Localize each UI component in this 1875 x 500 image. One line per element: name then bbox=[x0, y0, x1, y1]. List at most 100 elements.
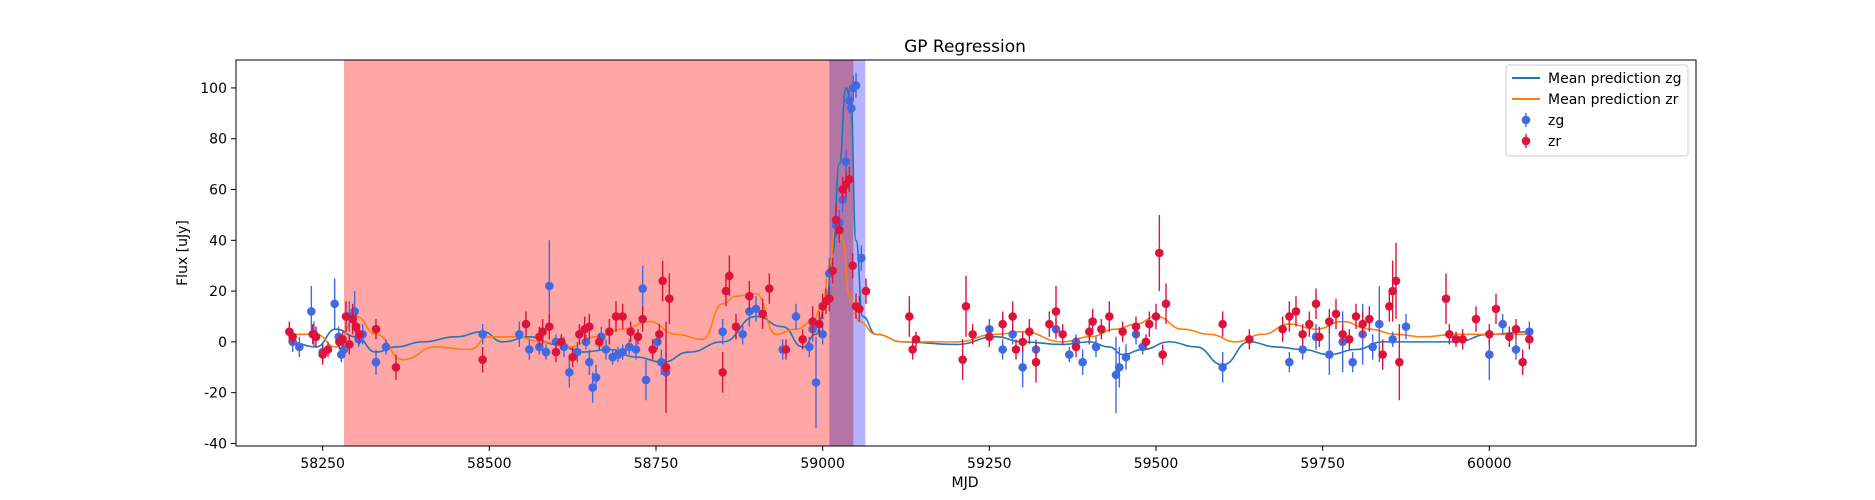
data-point-zg bbox=[381, 339, 391, 355]
data-point-zr bbox=[311, 326, 321, 347]
data-point-zg bbox=[1511, 339, 1521, 360]
data-point-zg bbox=[591, 364, 601, 391]
data-point-zr bbox=[961, 275, 971, 337]
marker bbox=[958, 355, 967, 364]
marker bbox=[908, 345, 917, 354]
marker bbox=[581, 337, 591, 347]
marker bbox=[1298, 329, 1307, 339]
marker bbox=[1051, 307, 1061, 316]
data-point-zr bbox=[545, 313, 554, 340]
legend-marker bbox=[1521, 136, 1531, 146]
data-point-zg bbox=[841, 148, 851, 175]
marker bbox=[1378, 350, 1387, 359]
data-point-zg bbox=[585, 349, 594, 375]
data-point-zr bbox=[908, 339, 917, 360]
marker bbox=[339, 345, 349, 354]
data-point-zr bbox=[848, 253, 857, 279]
marker bbox=[618, 312, 627, 321]
marker bbox=[798, 335, 807, 344]
data-point-zr bbox=[665, 273, 674, 325]
marker bbox=[1161, 299, 1171, 309]
data-point-zr bbox=[905, 296, 914, 337]
marker bbox=[738, 329, 747, 339]
data-point-zr bbox=[1485, 324, 1494, 345]
marker bbox=[605, 327, 614, 337]
data-point-zr bbox=[958, 339, 967, 380]
marker bbox=[323, 345, 333, 354]
data-point-zg bbox=[339, 341, 349, 358]
marker bbox=[351, 322, 361, 331]
x-tick-label: 59000 bbox=[800, 456, 845, 472]
marker bbox=[288, 332, 297, 342]
marker bbox=[1368, 342, 1377, 352]
data-point-zr bbox=[1325, 308, 1334, 335]
marker bbox=[818, 329, 827, 339]
data-point-zg bbox=[998, 339, 1007, 360]
data-point-zr bbox=[1298, 324, 1307, 345]
marker bbox=[625, 342, 634, 352]
data-point-zr bbox=[521, 311, 531, 337]
data-point-zr bbox=[575, 324, 584, 345]
data-point-zr bbox=[1031, 341, 1041, 383]
marker bbox=[731, 322, 741, 331]
marker bbox=[1218, 362, 1227, 372]
data-point-zr bbox=[968, 324, 977, 345]
marker bbox=[751, 304, 761, 314]
y-axis-label: Flux [uJy] bbox=[175, 220, 191, 286]
data-point-zr bbox=[1491, 293, 1501, 325]
marker bbox=[905, 312, 914, 321]
data-point-zr bbox=[1011, 339, 1021, 360]
marker bbox=[565, 368, 574, 377]
marker bbox=[1071, 342, 1081, 352]
marker bbox=[330, 299, 339, 309]
data-point-zr bbox=[478, 346, 487, 373]
data-point-zr bbox=[835, 217, 844, 243]
data-point-zr bbox=[721, 275, 731, 307]
marker bbox=[658, 276, 667, 286]
marker bbox=[1218, 319, 1227, 329]
marker bbox=[318, 350, 327, 359]
data-point-zg bbox=[631, 339, 641, 360]
marker bbox=[295, 342, 304, 352]
marker bbox=[535, 342, 544, 352]
data-point-zr bbox=[538, 319, 547, 345]
marker bbox=[1088, 317, 1097, 326]
data-point-zr bbox=[1385, 291, 1394, 322]
marker bbox=[1105, 312, 1114, 321]
marker bbox=[998, 319, 1007, 329]
marker bbox=[381, 342, 391, 352]
x-tick-label: 59500 bbox=[1134, 456, 1179, 472]
data-point-zg bbox=[818, 324, 827, 345]
legend-label-zr: zr bbox=[1548, 134, 1561, 150]
data-point-zr bbox=[1008, 301, 1017, 332]
data-point-zr bbox=[1458, 329, 1467, 350]
marker bbox=[1505, 332, 1514, 342]
marker bbox=[805, 342, 814, 352]
marker bbox=[1118, 327, 1127, 337]
marker bbox=[1145, 319, 1154, 329]
data-point-zg bbox=[1375, 286, 1384, 363]
y-axis-ticks: -40 -20 0 20 40 60 80 100 bbox=[200, 81, 236, 452]
marker bbox=[348, 314, 357, 324]
data-point-zr bbox=[861, 278, 871, 304]
data-point-zg bbox=[641, 359, 651, 401]
data-point-zg bbox=[478, 324, 487, 345]
marker bbox=[638, 284, 647, 293]
data-point-zg bbox=[515, 321, 524, 347]
observation-points bbox=[285, 72, 1534, 429]
marker bbox=[1441, 294, 1451, 304]
data-point-zr bbox=[1305, 311, 1314, 337]
marker bbox=[1365, 314, 1374, 324]
marker bbox=[1325, 350, 1334, 359]
x-tick-label: 58500 bbox=[467, 456, 512, 472]
y-tick-label: 60 bbox=[209, 183, 227, 199]
data-point-zr bbox=[825, 286, 834, 312]
marker bbox=[1315, 332, 1324, 342]
data-point-zr bbox=[605, 319, 614, 345]
data-point-zg bbox=[295, 336, 304, 358]
marker bbox=[1008, 312, 1017, 321]
marker bbox=[847, 103, 856, 113]
marker bbox=[718, 368, 727, 377]
data-point-zg bbox=[811, 336, 821, 429]
y-tick-label: 40 bbox=[209, 233, 227, 249]
